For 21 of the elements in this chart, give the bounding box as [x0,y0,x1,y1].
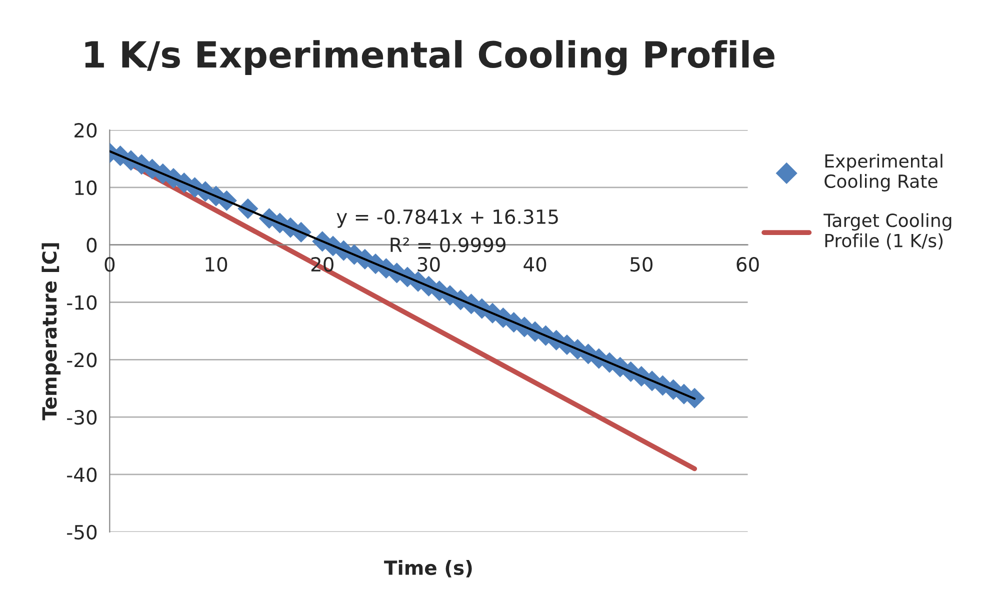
y-tick-label: -30 [67,410,97,425]
x-tick-label: 50 [630,256,652,272]
x-tick-label: 40 [524,256,546,272]
x-tick-label: 0 [104,256,115,272]
y-tick-label: -40 [67,467,97,482]
x-tick-label: 10 [206,256,228,272]
y-tick-label: 0 [86,238,97,253]
x-tick-label: 60 [736,256,759,272]
y-tick-label: 20 [74,122,97,138]
y-tick-label: -10 [67,295,97,310]
x-axis-title: Time (s) [384,560,472,578]
annotation: y = -0.7841x + 16.315 [336,209,558,228]
x-tick-label: 30 [418,256,440,272]
annotation: R² = 0.9999 [390,238,506,252]
y-tick-label: -50 [67,524,97,540]
chart-title: 1 K/s Experimental Cooling Profile [85,40,774,76]
y-tick-label: 10 [75,180,97,196]
legend-label: Experimental Cooling Rate [824,154,942,192]
y-tick-label: -20 [67,352,97,368]
legend-label: Target Cooling Profile (1 K/s) [824,213,952,250]
y-axis-title: Temperature [C] [42,243,61,420]
